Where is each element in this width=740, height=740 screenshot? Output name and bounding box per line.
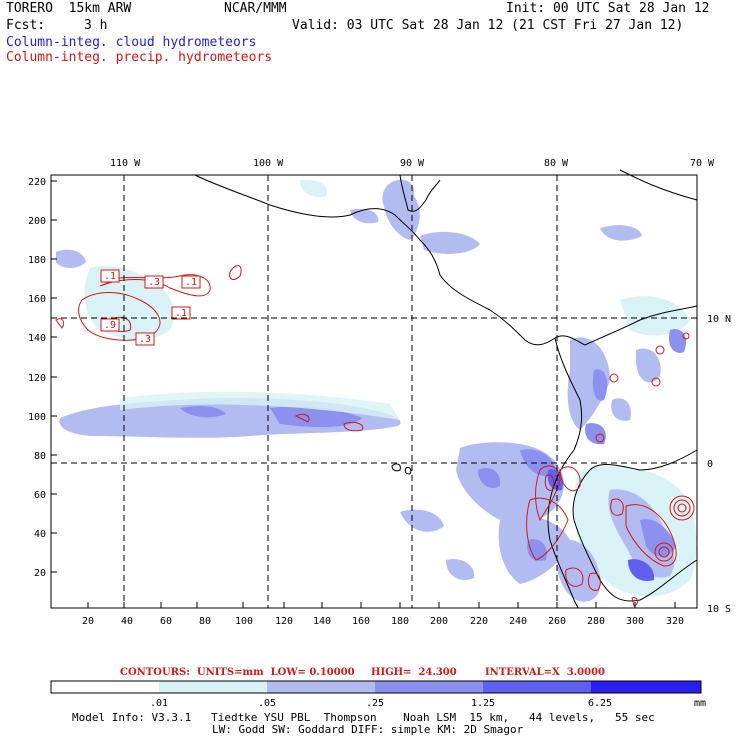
lat-label: 0 — [707, 459, 713, 470]
forecast-hours: 3 h — [84, 18, 108, 33]
colorbar: .01 .05 .25 1.25 6.25 mm — [50, 680, 706, 709]
y-tick-label: 100 — [28, 412, 46, 423]
colorbar-bin — [375, 681, 483, 693]
lon-label: 110 W — [110, 158, 141, 169]
contour-label: .1 — [104, 271, 116, 282]
y-tick-label: 60 — [34, 490, 46, 501]
y-tick-label: 20 — [34, 568, 46, 579]
x-tick-label: 160 — [352, 616, 370, 627]
forecast-label: Fcst: — [6, 18, 46, 33]
x-tick-label: 20 — [82, 616, 94, 627]
x-tick-label: 140 — [313, 616, 331, 627]
x-tick-label: 180 — [391, 616, 409, 627]
colorbar-bin — [51, 681, 159, 693]
coastlines — [194, 169, 698, 609]
lat-label: 10 S — [707, 604, 731, 615]
y-tick-label: 200 — [28, 216, 46, 227]
contour-label: .1 — [185, 277, 197, 288]
y-tick-label: 180 — [28, 255, 46, 266]
contour-label: .3 — [139, 334, 151, 345]
lon-label: 90 W — [400, 158, 425, 169]
lon-label: 80 W — [544, 158, 569, 169]
x-tick-label: 200 — [430, 616, 448, 627]
valid-time: Valid: 03 UTC Sat 28 Jan 12 (21 CST Fri … — [292, 18, 684, 33]
longitude-labels: 110 W 100 W 90 W 80 W 70 W — [110, 158, 715, 169]
contour-labels: .1 .3 .1 .1 .9 .3 — [100, 269, 201, 346]
center-label: NCAR/MMM — [224, 1, 287, 16]
colorbar-bin — [159, 681, 267, 693]
contour-interval: INTERVAL=X 3.0000 — [485, 667, 605, 678]
colorbar-bin — [483, 681, 591, 693]
field-title-precip: Column-integ. precip. hydrometeors — [6, 50, 273, 65]
y-tick-label: 160 — [28, 294, 46, 305]
x-tick-label: 260 — [548, 616, 566, 627]
lon-label: 100 W — [253, 158, 284, 169]
model-info-2: LW: Godd SW: Goddard DIFF: simple KM: 2D… — [212, 723, 524, 736]
x-tick-label: 120 — [275, 616, 293, 627]
y-tick-label: 220 — [28, 177, 46, 188]
model-title: TORERO 15km ARW — [6, 1, 132, 16]
colorbar-label: 6.25 — [588, 698, 612, 709]
y-tick-label: 40 — [34, 529, 46, 540]
colorbar-label: 1.25 — [471, 698, 495, 709]
y-tick-label: 120 — [28, 373, 46, 384]
model-info: Model Info: V3.3.1 Tiedtke YSU PBL Thomp… — [72, 711, 655, 724]
x-tick-label: 80 — [199, 616, 211, 627]
lat-label: 10 N — [707, 314, 731, 325]
colorbar-bin — [267, 681, 375, 693]
colorbar-bin — [591, 681, 701, 693]
x-tick-label: 280 — [587, 616, 605, 627]
contour-label: .1 — [175, 308, 187, 319]
x-tick-label: 240 — [509, 616, 527, 627]
x-tick-label: 40 — [121, 616, 133, 627]
latitude-labels: 10 N 0 10 S — [707, 314, 731, 615]
contour-info: CONTOURS: UNITS=mm LOW= 0.10000 — [120, 667, 355, 678]
x-tick-label: 320 — [666, 616, 684, 627]
x-tick-label: 60 — [160, 616, 172, 627]
x-tick-label: 300 — [626, 616, 644, 627]
colorbar-label: .25 — [366, 698, 384, 709]
x-tick-label: 220 — [470, 616, 488, 627]
contour-high: HIGH= 24.300 — [371, 667, 457, 678]
contour-label: .9 — [104, 320, 116, 331]
y-tick-label: 140 — [28, 333, 46, 344]
colorbar-unit: mm — [694, 698, 706, 709]
map-plot: .1 .3 .1 .1 .9 .3 110 W 100 W 90 W 80 W … — [28, 158, 731, 709]
x-axis: 20 40 60 80 100 120 140 160 180 200 220 … — [82, 602, 684, 627]
colorbar-label: .05 — [258, 698, 276, 709]
contour-label: .3 — [148, 277, 160, 288]
x-tick-label: 100 — [235, 616, 253, 627]
y-tick-label: 80 — [34, 451, 46, 462]
field-title-cloud: Column-integ. cloud hydrometeors — [6, 35, 257, 50]
y-axis: 220 200 180 160 140 120 100 80 60 40 20 — [28, 177, 57, 579]
colorbar-label: .01 — [150, 698, 168, 709]
graticule — [51, 175, 697, 608]
lon-label: 70 W — [690, 158, 715, 169]
init-time: Init: 00 UTC Sat 28 Jan 12 — [506, 1, 710, 16]
